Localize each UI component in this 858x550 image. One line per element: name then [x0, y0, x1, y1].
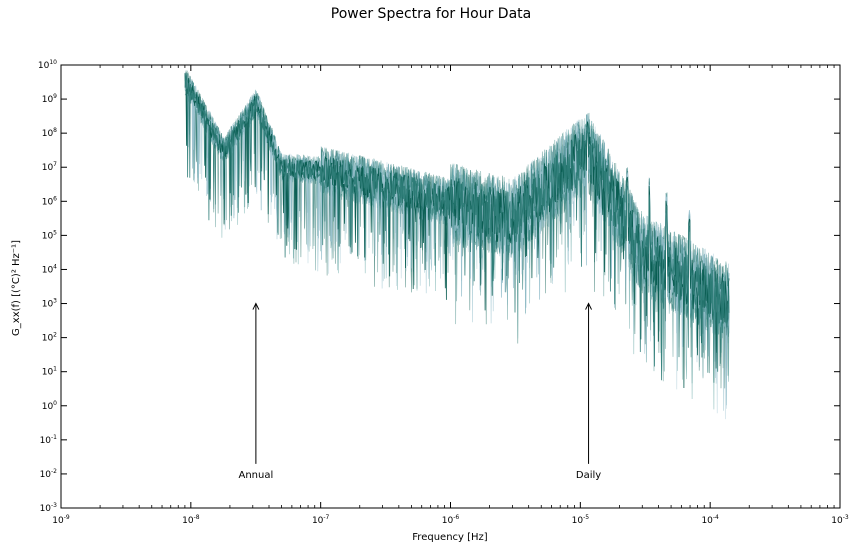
spectra-traces [184, 70, 730, 420]
y-tick-label: 10-3 [40, 502, 58, 514]
y-tick-label: 103 [42, 298, 57, 310]
x-axis-label: Frequency [Hz] [412, 532, 488, 543]
x-tick-label: 10-6 [442, 514, 460, 526]
y-tick-label: 100 [42, 400, 57, 412]
y-tick-label: 104 [42, 263, 57, 275]
x-tick-label: 10-4 [701, 514, 719, 526]
annotation-label: Annual [239, 470, 274, 481]
annotation-label: Daily [576, 470, 601, 481]
annotations: Annual Daily [239, 302, 601, 481]
y-tick-label: 106 [42, 195, 57, 207]
y-tick-label: 109 [42, 93, 57, 105]
y-tick-label: 10-2 [40, 468, 58, 480]
y-tick-label: 1010 [38, 59, 57, 71]
x-tick-label: 10-7 [312, 514, 330, 526]
y-tick-label: 105 [42, 229, 57, 241]
spectrum-series [184, 73, 730, 383]
y-tick-label: 101 [42, 366, 57, 378]
y-tick-label: 108 [42, 127, 57, 139]
y-axis-label: G_xx(f) [(°C)² Hz⁻¹] [11, 240, 22, 336]
chart-title: Power Spectra for Hour Data [331, 6, 531, 22]
x-tick-label: 10-8 [182, 514, 200, 526]
y-tick-label: 102 [42, 332, 57, 344]
y-tick-label: 10-1 [40, 434, 58, 446]
x-tick-label: 10-9 [52, 514, 70, 526]
x-tick-label: 10-3 [831, 514, 849, 526]
plot-frame [60, 64, 841, 509]
annotation-arrowhead [585, 302, 593, 310]
axis-ticks: 10-9 10-8 10-7 10-6 10-5 10-4 10-3 10-3 10-2 10-1… [38, 59, 849, 526]
annotation-arrowhead [252, 302, 260, 310]
x-tick-label: 10-5 [572, 514, 590, 526]
y-tick-label: 107 [42, 161, 57, 173]
